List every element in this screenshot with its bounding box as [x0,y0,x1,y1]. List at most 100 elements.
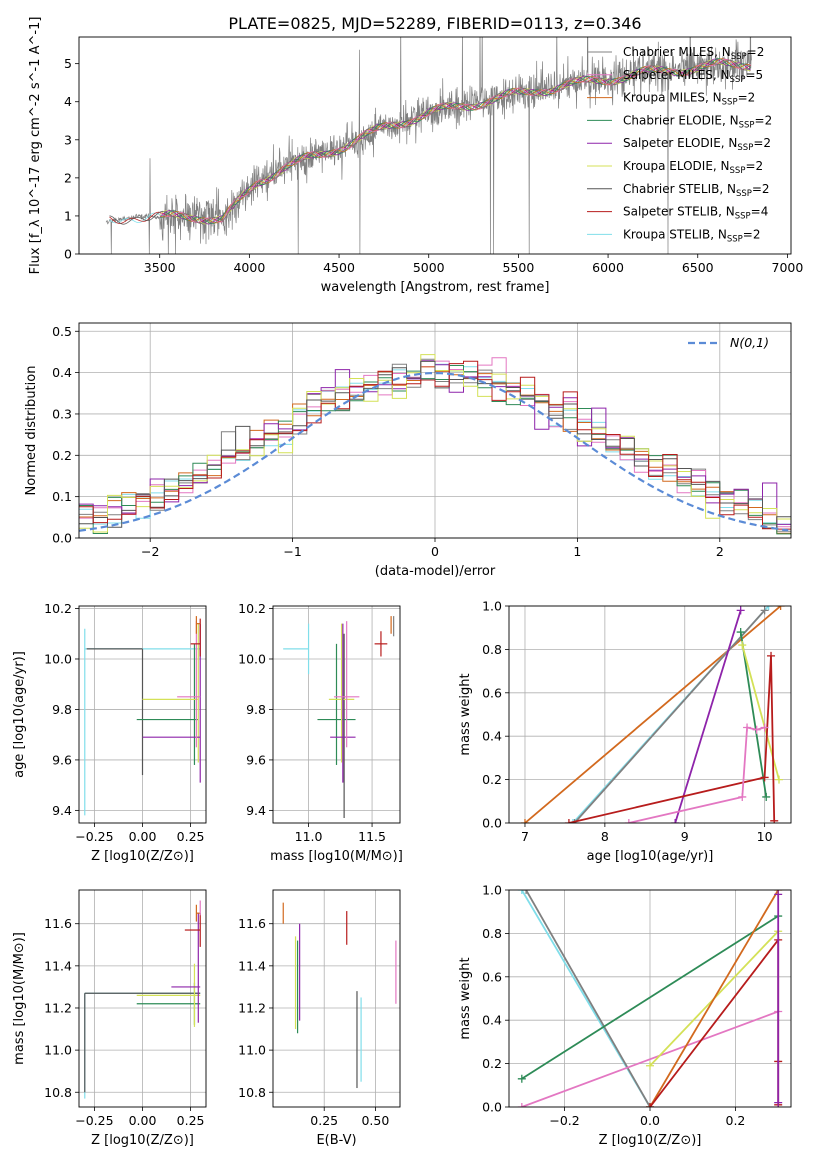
series-line-salpeter-elodie [674,610,742,823]
series-line-kroupa-miles [649,890,779,1107]
legend-entry: Salpeter MILES, NSSP=5 [623,68,763,85]
massweight-vs-Z-ytick-label: 0.2 [482,1056,502,1071]
age-vs-mass-ytick-label: 10.0 [238,651,266,666]
series-marker [764,606,773,610]
age-vs-Z-ytick-label: 9.6 [52,752,72,767]
series-marker [752,725,761,734]
age-vs-mass-plot [283,616,395,818]
massweight-vs-age-plot [520,606,785,823]
spectrum-legend: Chabrier MILES, NSSP=2 Salpeter MILES, NS… [587,45,772,244]
age-vs-mass-ytick-label: 9.8 [246,702,266,717]
age-vs-Z-xtick-label: 0.25 [177,829,205,844]
mass-vs-EBV-ytick-label: 11.2 [238,1000,266,1015]
series-marker [646,1061,654,1070]
spectrum-model-chabrier-stelib [109,59,752,225]
age-vs-Z-xlabel: Z [log10(Z/Z⊙)] [91,849,194,864]
mass-vs-EBV-ytick-label: 11.0 [238,1043,266,1058]
mass-vs-EBV-xlabel: E(B-V) [316,1133,356,1148]
mass-vs-EBV-xtick-label: 0.25 [310,1113,338,1128]
series-line-chabrier-miles [525,890,651,1107]
spectrum-ytick-label: 0 [64,247,72,262]
residuals-xtick-label: 0 [431,544,439,559]
series-marker [570,819,579,823]
mass-vs-Z-ytick-label: 11.6 [44,916,72,931]
age-vs-Z-ylabel: age [log10(age/yr)] [12,651,27,778]
massweight-vs-age-xtick-label: 9 [681,829,689,844]
massweight-vs-Z-ytick-label: 0.8 [482,926,502,941]
series-marker [646,1103,654,1107]
massweight-vs-age-ytick-label: 1.0 [482,599,502,614]
residuals-ytick-label: 0.1 [52,489,72,504]
legend-entry: Salpeter ELODIE, NSSP=2 [623,136,771,153]
residuals-xtick-label: −2 [141,544,159,559]
age-vs-mass-xtick-label: 11.0 [295,829,323,844]
spectrum-model-salpeter-elodie [159,58,751,225]
legend-entry: Chabrier MILES, NSSP=2 [623,45,764,62]
massweight-vs-Z-ylabel: mass weight [458,957,473,1039]
massweight-vs-age-ytick-label: 0.8 [482,642,502,657]
age-vs-Z-xtick-label: 0.00 [129,829,157,844]
series-marker [775,775,784,784]
spectrum-xlabel: wavelength [Angstrom, rest frame] [321,280,550,295]
legend-entry: Chabrier ELODIE, NSSP=2 [623,113,772,130]
age-vs-mass-ytick-label: 9.4 [246,803,266,818]
series-marker [738,641,747,650]
series-marker [522,890,531,894]
age-vs-Z-ytick-label: 9.8 [52,702,72,717]
series-marker [736,606,745,615]
series-line-salpeter-miles [521,1010,779,1107]
legend-entry: Salpeter STELIB, NSSP=4 [623,205,768,222]
spectrum-ytick-label: 4 [64,94,72,109]
series-marker [770,816,779,823]
series-marker [517,1074,526,1083]
massweight-vs-Z-plot [517,890,783,1107]
massweight-vs-Z-ytick-label: 0.6 [482,969,502,984]
mass-vs-Z-xtick-label: 0.25 [177,1113,205,1128]
series-marker [568,819,577,823]
residuals-xlabel: (data-model)/error [375,564,496,579]
massweight-vs-Z-ytick-label: 0.0 [482,1100,502,1115]
spectrum-frame [78,36,792,255]
age-vs-Z-plot [84,616,201,816]
age-vs-Z-frame [78,605,207,824]
series-line-kroupa-miles [524,606,782,823]
massweight-vs-Z-frame [508,889,792,1108]
series-marker [738,792,747,801]
spectrum-xtick-label: 5500 [502,260,534,275]
massweight-vs-age-ytick-label: 0.6 [482,685,502,700]
series-line-salpeter-stelib [649,937,780,1107]
residuals-xtick-label: 1 [573,544,581,559]
mass-vs-Z-plot [84,900,201,1099]
spectrum-ytick-label: 1 [64,208,72,223]
residuals-ytick-label: 0.5 [52,324,72,339]
legend-entry: Kroupa STELIB, NSSP=2 [623,227,761,244]
series-marker [760,773,769,782]
series-marker [520,819,529,823]
spectrum-plot [105,37,752,254]
age-vs-mass-ytick-label: 10.2 [238,601,266,616]
massweight-vs-age-xtick-label: 10 [757,829,773,844]
mass-vs-EBV-ytick-label: 11.6 [238,916,266,931]
mass-vs-EBV-ytick-label: 10.8 [238,1085,266,1100]
massweight-vs-Z-axes: −0.2 0.0 0.2 0.0 0.2 0.4 0.6 0.8 1.0 Z [log10(Z/Z… [458,883,791,1148]
residuals-xtick-label: −1 [283,544,301,559]
series-line-salpeter-stelib [568,655,776,823]
residuals-ytick-label: 0.0 [52,531,72,546]
age-vs-Z-ytick-label: 9.4 [52,803,72,818]
mass-vs-Z-ylabel: mass [log10(M/M⊙)] [12,932,27,1065]
series-marker [762,792,771,801]
series-line-chabrier-elodie [739,631,768,798]
massweight-vs-age-ytick-label: 0.4 [482,729,502,744]
spectrum-model-salpeter-miles [159,58,751,223]
spectrum-axes: 3500 4000 4500 5000 5500 6000 6500 7000 0 1 2 3 4 5 wa… [28,17,803,295]
spectrum-ytick-label: 2 [64,170,72,185]
mass-vs-EBV-xtick-label: 0.50 [361,1113,389,1128]
age-vs-Z-xtick-label: −0.25 [75,829,113,844]
massweight-vs-age-frame [508,605,792,824]
massweight-vs-Z-ytick-label: 1.0 [482,883,502,898]
spectrum-ytick-label: 5 [64,56,72,71]
massweight-vs-Z-xtick-label: 0.0 [640,1113,660,1128]
spectrum-xtick-label: 6500 [682,260,714,275]
